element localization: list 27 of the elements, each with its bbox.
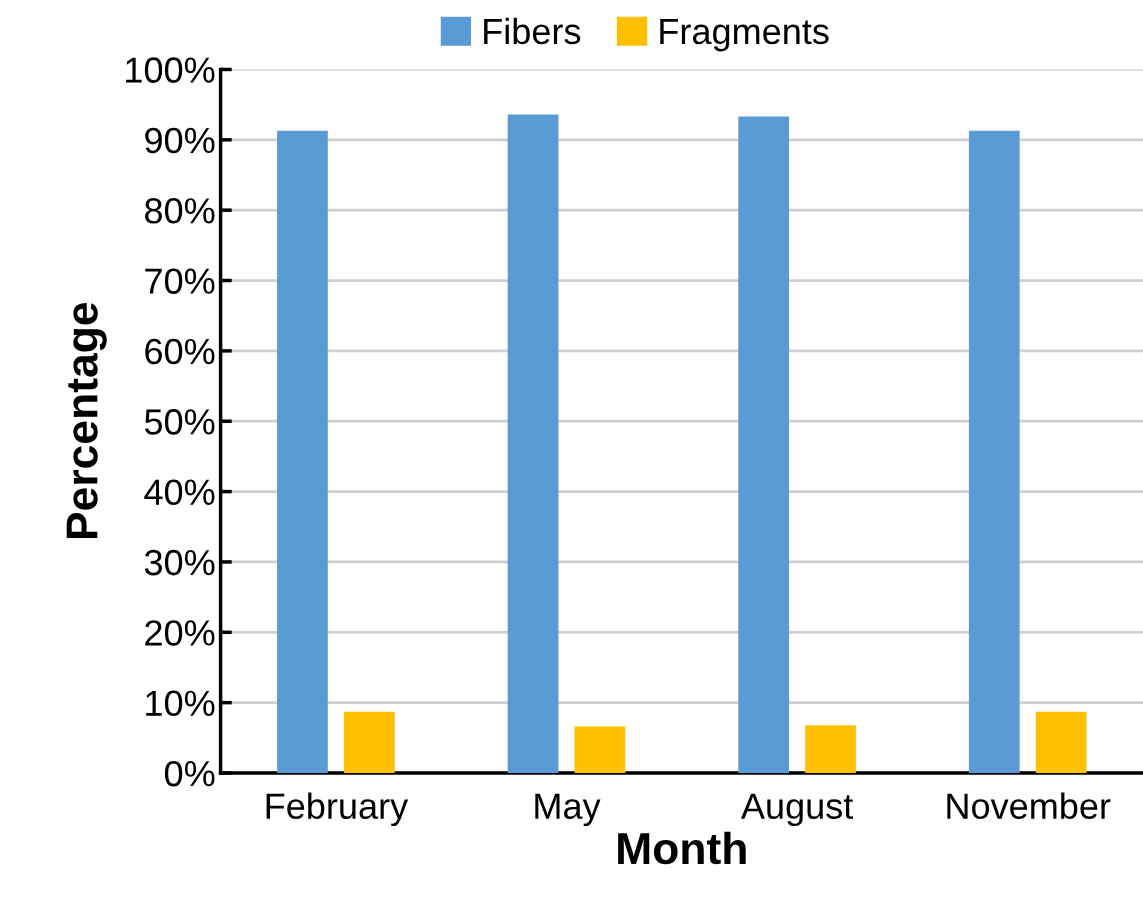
x-tick-label: February xyxy=(266,792,409,827)
bar xyxy=(805,725,856,774)
y-tick-label: 60% xyxy=(145,338,215,365)
bar xyxy=(277,130,328,774)
legend-label: Fibers xyxy=(484,17,581,45)
y-tick-label: 10% xyxy=(146,690,215,717)
y-tick-label: 50% xyxy=(144,409,215,435)
y-tick-label: 90% xyxy=(145,127,215,154)
bar xyxy=(968,130,1020,774)
y-tick-label: 40% xyxy=(144,479,215,506)
bar xyxy=(507,114,559,774)
x-tick-label: August xyxy=(740,793,854,827)
y-tick-label: 20% xyxy=(145,620,215,646)
bar xyxy=(738,116,790,774)
y-tick-label: 30% xyxy=(144,549,215,576)
bar xyxy=(343,711,395,774)
y-axis-title: Percentage xyxy=(66,302,107,539)
legend-label: Fragments xyxy=(660,19,829,52)
x-tick-label: May xyxy=(535,793,601,827)
x-axis-title: Month xyxy=(618,831,746,865)
x-tick-label: November xyxy=(947,792,1111,819)
y-tick-label: 100% xyxy=(126,57,215,83)
y-tick-label: 70% xyxy=(145,268,215,294)
y-tick-label: 80% xyxy=(145,198,215,224)
bar xyxy=(574,726,626,774)
bar xyxy=(1035,711,1087,774)
y-tick-label: 0% xyxy=(164,760,215,787)
